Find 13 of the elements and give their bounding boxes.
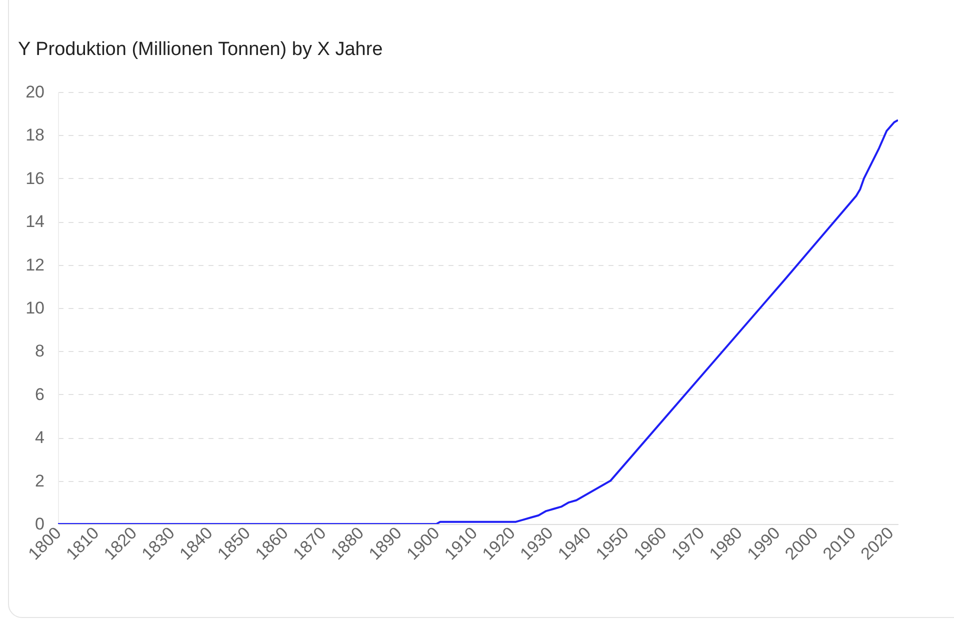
y-tick-label: 8: [35, 342, 44, 361]
y-tick-label: 16: [26, 168, 44, 188]
y-tick-label: 14: [26, 212, 44, 232]
y-tick-label: 2: [35, 471, 44, 490]
y-tick-label: 4: [35, 428, 44, 448]
line-series: [58, 119, 898, 524]
y-tick-label: 20: [26, 82, 44, 102]
y-tick-label: 6: [35, 384, 44, 404]
y-tick-label: 18: [26, 126, 44, 145]
y-tick-label: 10: [26, 298, 44, 318]
y-tick-label: 0: [35, 514, 44, 534]
y-tick-label: 12: [26, 255, 44, 274]
chart-title: Y Produktion (Millionen Tonnen) by X Jahre: [18, 39, 383, 60]
